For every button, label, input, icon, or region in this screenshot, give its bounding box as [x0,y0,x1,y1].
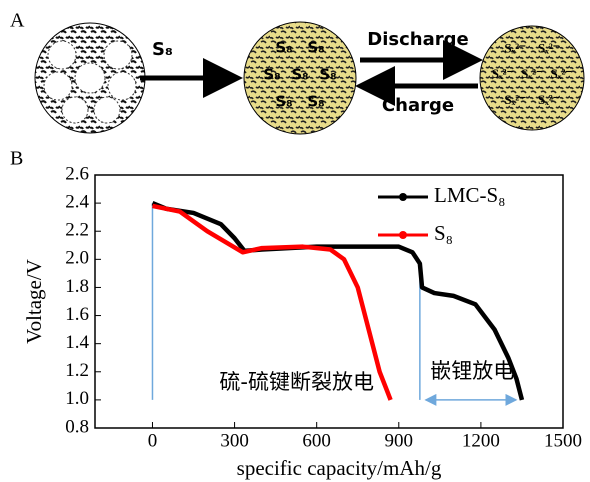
polysulfide-label: Sₓ²⁻ [504,40,526,55]
x-tick-label: 1500 [544,430,582,451]
y-tick-label: 1.2 [65,360,89,381]
discharge-label: Discharge [367,29,468,50]
panel-label: A [10,10,25,32]
x-tick-label: 1200 [462,430,500,451]
annotation: 嵌锂放电 [430,359,514,383]
polysulfide-label: Sₓ²⁻ [504,92,526,107]
polysulfide-label: Sₓ²⁻ [492,66,514,81]
y-tick-label: 1.8 [65,276,89,297]
y-tick-label: 1.0 [65,388,89,409]
arrow-label: S₈ [152,39,173,60]
y-tick-label: 2.0 [65,248,89,269]
polysulfide-label: Sₓ²⁻ [521,66,543,81]
y-tick-label: 2.6 [65,163,89,184]
panel-a: A S₈ S₈ S₈ S₈ S₈ S₈ S₈ S₈ Discharge Charge Sₓ²… [10,10,584,134]
y-tick-label: 1.4 [65,332,89,353]
x-tick-label: 0 [148,430,158,451]
panel-label: B [10,148,23,170]
sulfur-label: S₈ [275,39,292,57]
x-tick-label: 300 [220,430,249,451]
legend-label[interactable]: S₈ [434,221,453,245]
sulfur-label: S₈ [263,66,280,84]
legend-marker [399,231,407,239]
polysulfide-label: Sₓ²⁻ [538,92,560,107]
legend-label[interactable]: LMC-S₈ [434,183,506,207]
charge-label: Charge [382,95,454,116]
x-tick-label: 600 [302,430,331,451]
y-tick-label: 2.2 [65,220,89,241]
chart: 0.8 1.0 1.2 1.4 1.6 1.8 2.0 2.2 2.4 2.6 0 300 600 900… [22,163,582,479]
x-axis-title: specific capacity/mAh/g [237,456,442,480]
legend-marker [399,193,407,201]
x-tick-label: 900 [385,430,414,451]
y-tick-label: 1.6 [65,304,89,325]
annotation: 硫-硫键断裂放电 [219,370,374,394]
sulfur-label: S₈ [307,93,324,111]
y-tick-label: 0.8 [65,416,89,437]
sulfur-label: S₈ [275,93,292,111]
sulfur-label: S₈ [319,66,336,84]
sulfur-label: S₈ [307,39,324,57]
y-tick-label: 2.4 [65,191,89,212]
polysulfide-label: Sₓ²⁻ [538,40,560,55]
figure: A S₈ S₈ S₈ S₈ S₈ S₈ S₈ S₈ Discharge Charge Sₓ²… [0,0,590,482]
polysulfide-label: Sₓ²⁻ [551,66,573,81]
sulfur-label: S₈ [291,66,308,84]
y-axis-title: Voltage/V [22,259,46,344]
